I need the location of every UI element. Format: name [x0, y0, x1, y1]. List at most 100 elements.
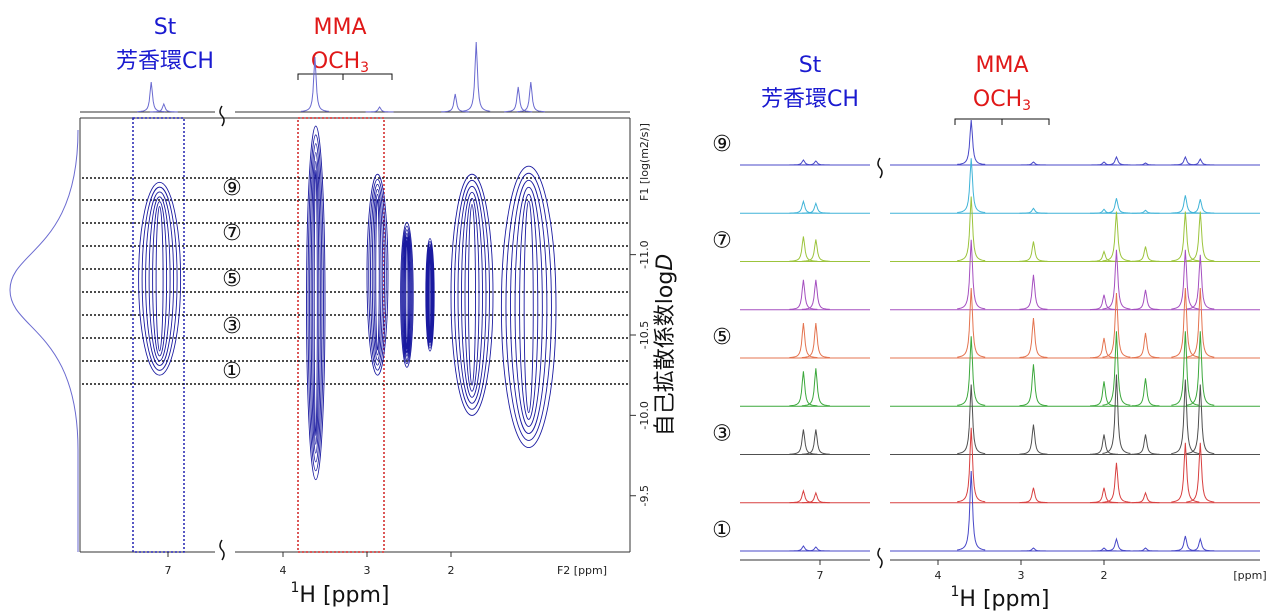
level-label: ⑤ — [222, 267, 242, 292]
peak — [1171, 379, 1200, 454]
peak — [801, 201, 830, 214]
peak — [1019, 317, 1048, 358]
peak — [1019, 424, 1048, 455]
peak — [1171, 211, 1200, 262]
peak — [1019, 487, 1048, 504]
mma-label: MMA — [313, 15, 366, 40]
contour — [425, 238, 435, 352]
peak — [957, 158, 986, 213]
peak — [1186, 331, 1215, 406]
x-axis-label: 1H [ppm] — [951, 584, 1050, 612]
series-label: ⑤ — [712, 325, 732, 350]
top-peak — [365, 106, 394, 113]
peak — [789, 159, 818, 166]
text-part: 自己拡散係数log — [653, 271, 678, 437]
top-peak — [504, 86, 533, 113]
peak — [789, 545, 818, 552]
y-axis-label: 自己拡散係数logD — [653, 254, 678, 437]
text-part: H [ppm] — [299, 583, 389, 608]
peak — [957, 336, 986, 406]
y-tick-label: -11.0 — [638, 240, 651, 268]
top-peak — [137, 81, 166, 113]
peak — [1102, 462, 1131, 503]
peak — [1089, 294, 1119, 311]
peak — [801, 368, 830, 407]
peak — [789, 199, 818, 214]
level-label: ③ — [222, 314, 242, 339]
peak — [1131, 547, 1160, 552]
x-unit-label: [ppm] — [1233, 569, 1266, 582]
peak — [1131, 378, 1160, 407]
peak — [1186, 537, 1215, 552]
peak — [801, 160, 830, 166]
peak — [1131, 246, 1160, 262]
text-part: D — [653, 254, 678, 271]
top-peak — [516, 81, 545, 113]
series-label: ⑦ — [712, 229, 732, 254]
peak — [1102, 198, 1131, 214]
peak — [1090, 208, 1118, 214]
peak — [1090, 337, 1118, 359]
peak — [789, 279, 818, 310]
peak — [1102, 155, 1131, 166]
peak — [1019, 364, 1048, 407]
st-label: St — [799, 53, 822, 78]
x-tick-label: 4 — [935, 569, 942, 582]
peak — [1131, 491, 1160, 504]
peak — [1019, 547, 1048, 552]
text-part: OCH — [973, 87, 1022, 112]
axis-break — [877, 157, 883, 569]
peak — [1019, 161, 1048, 166]
st-group-label: 芳香環CH — [116, 49, 214, 74]
peak — [1131, 209, 1160, 214]
peak — [957, 287, 986, 358]
level-label: ⑨ — [222, 176, 242, 201]
level-lines — [82, 177, 628, 385]
peak — [1171, 195, 1200, 214]
peak — [957, 427, 986, 503]
x-tick-label: 4 — [280, 564, 287, 577]
peak — [1186, 384, 1215, 455]
peak — [801, 546, 830, 552]
text-part: H [ppm] — [959, 587, 1049, 612]
peak — [1090, 381, 1118, 407]
peak — [957, 384, 986, 455]
contour — [450, 173, 494, 416]
peak — [1186, 158, 1215, 166]
st-group-label: 芳香環CH — [761, 87, 859, 112]
peak — [1171, 535, 1200, 552]
peak — [1090, 434, 1118, 455]
peak — [1019, 207, 1048, 214]
peak — [1131, 289, 1160, 310]
peak — [789, 489, 818, 504]
x-tick-label: 3 — [1018, 569, 1025, 582]
peak — [1102, 249, 1131, 310]
peak — [1090, 547, 1118, 552]
peak — [801, 279, 830, 310]
contour — [138, 181, 182, 376]
peak — [789, 236, 818, 262]
series-label: ③ — [712, 422, 732, 447]
contour — [366, 173, 389, 376]
x-axis-label: 1H [ppm] — [291, 580, 390, 608]
peak — [789, 371, 818, 407]
text-part: OCH — [311, 49, 360, 74]
contour — [306, 125, 326, 481]
peak — [1089, 487, 1119, 504]
x-tick-label: 3 — [364, 564, 371, 577]
peak — [1186, 254, 1215, 310]
peak — [1186, 287, 1215, 358]
y-tick-label: -10.0 — [638, 401, 651, 429]
st-label: St — [154, 15, 177, 40]
y-tick-label: -10.5 — [638, 321, 651, 349]
level-label: ① — [222, 359, 242, 384]
peak — [1131, 332, 1160, 359]
top-peak — [149, 102, 178, 113]
peak — [789, 429, 818, 455]
axis-break — [219, 105, 225, 561]
peak — [1102, 211, 1131, 262]
st-box — [132, 117, 185, 553]
peak — [1019, 241, 1048, 262]
contour — [500, 165, 557, 448]
peak — [789, 322, 818, 358]
